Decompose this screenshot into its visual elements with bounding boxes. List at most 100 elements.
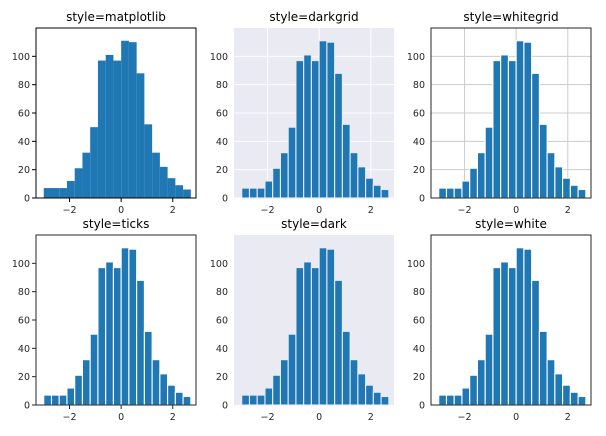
histogram-bar	[112, 267, 122, 406]
histogram-bar	[380, 188, 390, 199]
x-tick-label: 2	[565, 205, 571, 216]
y-tick-label: 0	[222, 401, 228, 412]
histogram-bar	[372, 184, 382, 199]
x-tick-label: 2	[170, 412, 176, 423]
histogram-bar	[264, 387, 274, 406]
histogram-bar	[500, 54, 509, 199]
histogram-bar	[453, 187, 463, 199]
histogram-bar	[256, 187, 266, 199]
histogram-bar	[121, 40, 129, 198]
x-tick-label: 2	[368, 205, 374, 216]
y-tick-label: 20	[216, 165, 228, 176]
histogram-bar	[279, 359, 289, 406]
x-tick-label: −2	[63, 412, 77, 423]
histogram-bar	[357, 166, 367, 199]
histogram-bar	[577, 188, 587, 199]
histogram-bar	[380, 395, 390, 406]
histogram-bar	[136, 73, 145, 198]
histogram-bar	[174, 391, 184, 406]
histogram-bar	[476, 359, 486, 406]
histogram-bar	[287, 333, 297, 406]
histogram-bar	[66, 387, 76, 406]
histogram-bar	[295, 60, 305, 199]
x-tick-label: 2	[368, 412, 374, 423]
y-tick-label: 80	[413, 80, 425, 91]
histogram-bar	[554, 166, 564, 199]
y-tick-label: 100	[210, 259, 228, 270]
histogram-bar	[303, 54, 312, 199]
histogram-bar	[272, 167, 282, 199]
histogram-bar	[128, 248, 138, 406]
histogram-bar	[562, 177, 571, 199]
histogram-bar	[554, 373, 564, 406]
histogram-bar	[82, 152, 91, 198]
histogram-bar	[523, 41, 533, 199]
histogram-bar	[182, 395, 192, 406]
y-tick-label: 100	[407, 52, 425, 63]
y-tick-label: 60	[413, 109, 425, 120]
histogram-bar	[484, 126, 494, 199]
histogram-bar	[167, 178, 176, 198]
histogram-bar	[318, 247, 328, 406]
histogram-bar	[507, 267, 517, 406]
x-tick-label: 2	[170, 205, 176, 216]
histogram-bar	[546, 152, 556, 199]
histogram-bar	[295, 267, 305, 406]
x-tick-label: −2	[261, 205, 275, 216]
histogram-bar	[326, 248, 336, 406]
histogram-bar	[74, 168, 83, 198]
histogram-bar	[562, 384, 571, 406]
histogram-bar	[241, 394, 251, 406]
y-tick-label: 60	[413, 316, 425, 327]
y-tick-label: 20	[413, 372, 425, 383]
x-tick-label: 0	[316, 205, 322, 216]
histogram-bar	[287, 126, 297, 199]
histogram-bar	[546, 359, 556, 406]
histogram-bar	[349, 152, 359, 199]
x-tick-label: −2	[458, 205, 472, 216]
histogram-bar	[144, 124, 153, 198]
y-tick-label: 20	[413, 165, 425, 176]
y-tick-label: 80	[216, 80, 228, 91]
y-tick-label: 0	[222, 194, 228, 205]
histogram-bar	[248, 394, 258, 406]
y-tick-label: 40	[216, 344, 228, 355]
chart-title: style=whitegrid	[463, 10, 558, 24]
histogram-bar	[248, 187, 258, 199]
histogram-bar	[105, 261, 114, 406]
histogram-bar	[341, 123, 351, 199]
x-tick-label: 0	[118, 412, 124, 423]
chart-title: style=white	[475, 217, 547, 231]
histogram-bar	[492, 267, 502, 406]
histogram-bar	[445, 394, 455, 406]
y-tick-label: 20	[18, 165, 30, 176]
histogram-bar	[538, 330, 548, 406]
histogram-bar	[318, 40, 328, 199]
histogram-bar	[469, 167, 479, 199]
histogram-bar	[334, 72, 343, 199]
x-tick-label: −2	[261, 412, 275, 423]
x-tick-label: 0	[118, 205, 124, 216]
y-tick-label: 60	[18, 109, 30, 120]
histogram-bar	[279, 152, 289, 199]
y-tick-label: 100	[12, 52, 30, 63]
histogram-bar	[183, 189, 191, 198]
histogram-bar	[120, 247, 130, 406]
y-tick-label: 60	[216, 316, 228, 327]
chart-title: style=matplotlib	[66, 10, 166, 24]
histogram-bar	[469, 374, 479, 406]
histogram-bar	[151, 359, 161, 406]
histogram-bar	[97, 60, 106, 199]
y-tick-label: 0	[419, 401, 425, 412]
histogram-bar	[438, 394, 448, 406]
y-tick-label: 80	[413, 287, 425, 298]
y-tick-label: 100	[210, 52, 228, 63]
histogram-bar	[507, 60, 517, 199]
histogram-bar	[159, 373, 169, 406]
histogram-bar	[43, 394, 53, 406]
histogram-bar	[50, 394, 60, 406]
